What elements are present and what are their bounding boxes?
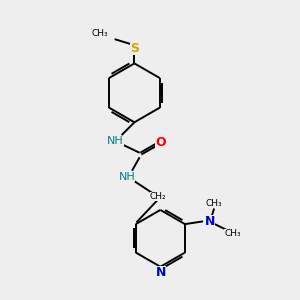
Text: S: S (130, 42, 139, 55)
Text: N: N (205, 215, 215, 228)
Text: N: N (156, 266, 166, 279)
Text: NH: NH (107, 136, 124, 146)
Text: O: O (155, 136, 166, 149)
Text: CH₃: CH₃ (224, 229, 241, 238)
Text: CH₂: CH₂ (150, 192, 166, 201)
Text: CH₃: CH₃ (91, 29, 108, 38)
Text: CH₃: CH₃ (206, 199, 222, 208)
Text: NH: NH (118, 172, 135, 182)
